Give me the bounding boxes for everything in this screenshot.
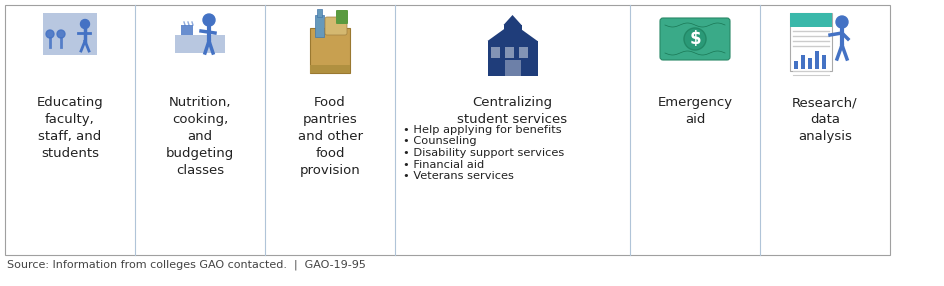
Bar xyxy=(504,47,513,58)
Bar xyxy=(181,25,193,35)
Bar xyxy=(801,55,804,69)
Bar xyxy=(310,28,349,73)
Text: Centralizing
student services: Centralizing student services xyxy=(457,96,567,126)
Circle shape xyxy=(835,16,847,28)
Bar xyxy=(504,60,520,76)
Text: • Financial aid: • Financial aid xyxy=(402,160,483,170)
Circle shape xyxy=(46,30,54,38)
Bar xyxy=(487,41,537,76)
Text: Research/
data
analysis: Research/ data analysis xyxy=(791,96,857,143)
Polygon shape xyxy=(487,23,537,41)
Bar xyxy=(789,13,831,71)
Text: Emergency
aid: Emergency aid xyxy=(657,96,732,126)
Bar xyxy=(807,58,811,69)
Circle shape xyxy=(203,14,215,26)
Bar xyxy=(518,47,527,58)
Text: Nutrition,
cooking,
and
budgeting
classes: Nutrition, cooking, and budgeting classe… xyxy=(166,96,234,177)
Text: • Counseling: • Counseling xyxy=(402,136,476,146)
Text: • Disability support services: • Disability support services xyxy=(402,148,564,158)
FancyBboxPatch shape xyxy=(325,17,346,35)
Text: Source: Information from colleges GAO contacted.  |  GAO-19-95: Source: Information from colleges GAO co… xyxy=(7,259,365,269)
Bar xyxy=(5,5,889,255)
FancyBboxPatch shape xyxy=(336,10,347,24)
Text: Food
pantries
and other
food
provision: Food pantries and other food provision xyxy=(297,96,362,177)
Bar xyxy=(316,9,322,17)
Bar xyxy=(814,51,818,69)
Bar xyxy=(314,15,324,37)
Circle shape xyxy=(57,30,65,38)
Text: $: $ xyxy=(688,30,700,48)
Circle shape xyxy=(683,28,705,50)
Bar xyxy=(793,61,797,69)
Bar xyxy=(789,13,831,27)
Text: • Veterans services: • Veterans services xyxy=(402,171,514,181)
Bar xyxy=(503,25,521,43)
Polygon shape xyxy=(503,15,521,25)
Bar xyxy=(490,47,499,58)
Text: Educating
faculty,
staff, and
students: Educating faculty, staff, and students xyxy=(37,96,103,160)
Bar xyxy=(310,65,349,73)
Circle shape xyxy=(80,19,90,29)
FancyBboxPatch shape xyxy=(659,18,729,60)
Bar xyxy=(175,35,225,53)
Text: • Help applying for benefits: • Help applying for benefits xyxy=(402,125,561,135)
Bar xyxy=(43,13,97,55)
Bar xyxy=(821,55,825,69)
